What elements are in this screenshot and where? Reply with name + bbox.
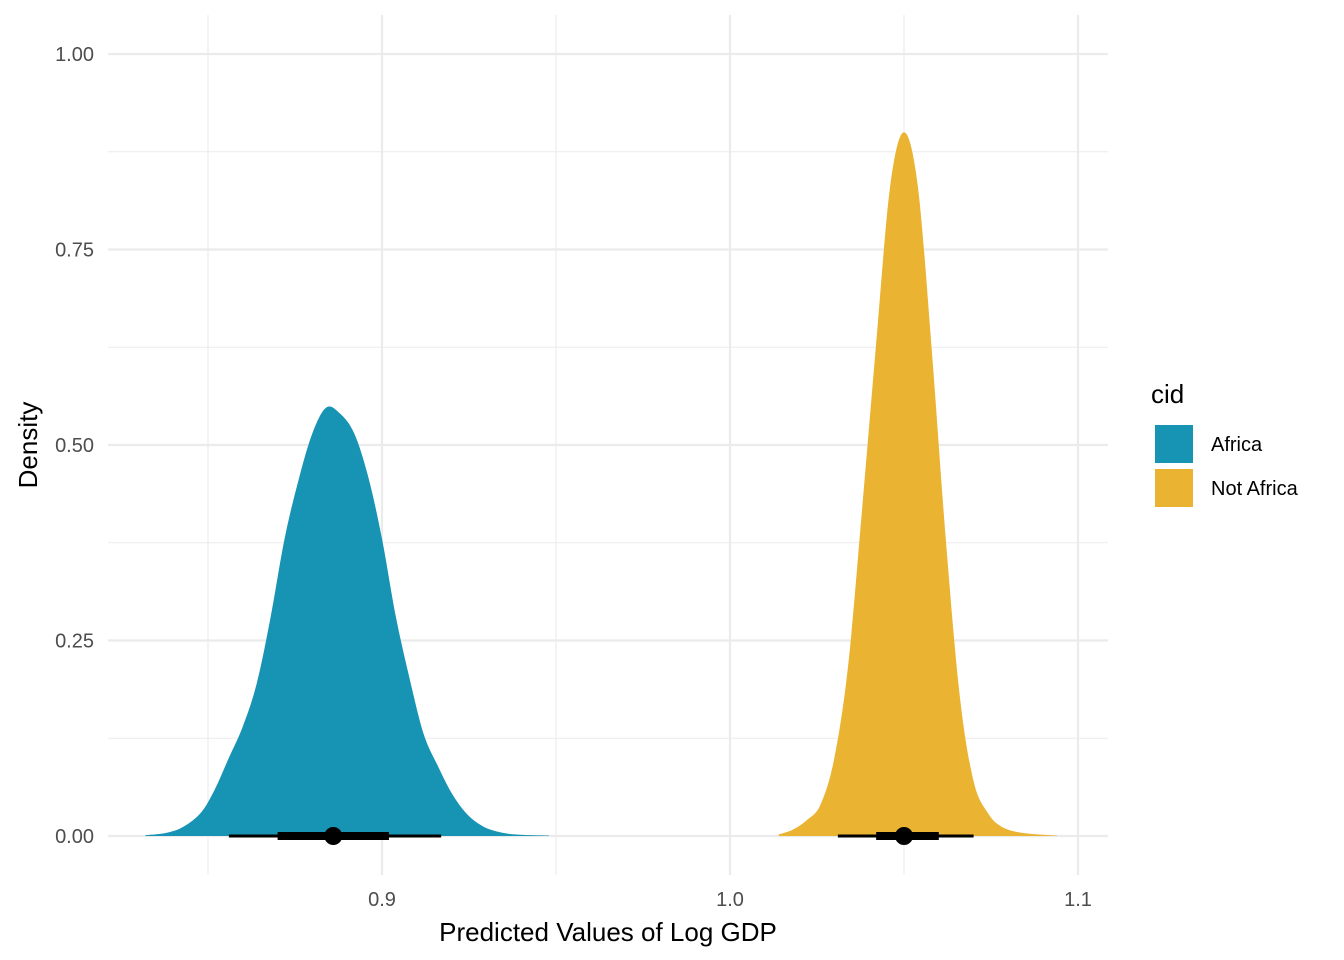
- density-area-not-africa: [778, 132, 1058, 836]
- legend-swatch-not-africa: [1155, 469, 1193, 507]
- x-tick-label: 1.0: [716, 889, 744, 911]
- y-axis-title: Density: [13, 402, 43, 489]
- y-tick-label: 0.25: [55, 631, 94, 653]
- x-axis-title: Predicted Values of Log GDP: [439, 917, 777, 947]
- y-tick-label: 0.00: [55, 826, 94, 848]
- y-tick-label: 0.50: [55, 435, 94, 457]
- x-tick-label: 1.1: [1064, 889, 1092, 911]
- y-tick-label: 1.00: [55, 44, 94, 66]
- legend-swatch-africa: [1155, 425, 1193, 463]
- legend: cid Africa Not Africa: [1151, 379, 1299, 507]
- point-intervals: [228, 827, 974, 845]
- density-area-africa: [145, 406, 550, 836]
- axis-tick-labels: 0.00 0.25 0.50 0.75 1.00 0.9 1.0 1.1: [55, 44, 1092, 911]
- legend-label-africa: Africa: [1211, 434, 1263, 456]
- median-point-africa: [324, 827, 343, 845]
- y-tick-label: 0.75: [55, 240, 94, 262]
- density-series: [145, 132, 1058, 836]
- legend-label-not-africa: Not Africa: [1211, 478, 1299, 500]
- x-tick-label: 0.9: [368, 889, 396, 911]
- legend-title: cid: [1151, 379, 1184, 409]
- median-point-not-africa: [895, 827, 913, 845]
